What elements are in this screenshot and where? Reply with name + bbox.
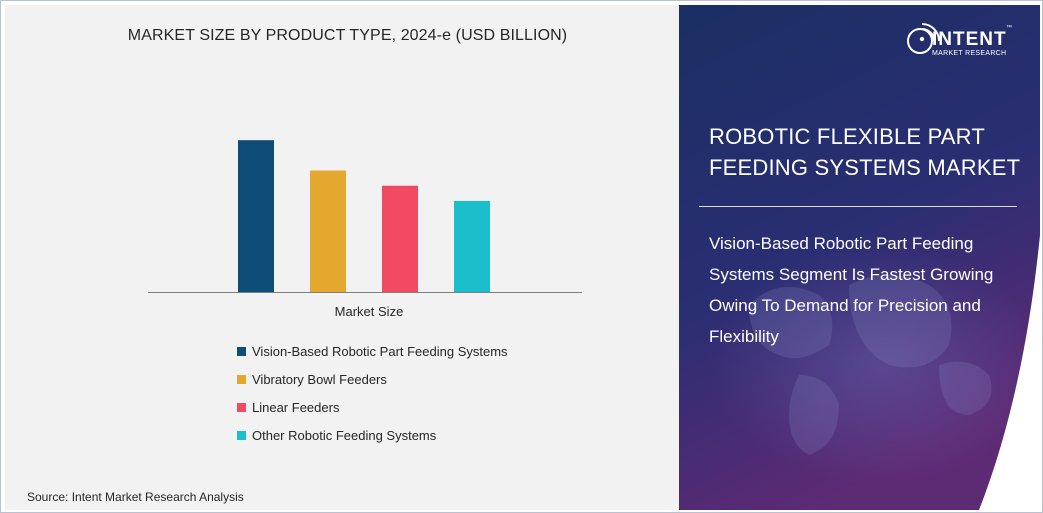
legend-item: Other Robotic Feeding Systems [237, 421, 637, 449]
key-insight: Vision-Based Robotic Part Feeding System… [709, 234, 994, 346]
wifi-signal-logo-icon [907, 23, 940, 54]
world-map-decoration [749, 275, 992, 455]
x-axis-category-label: Market Size [335, 304, 404, 319]
panel-background [679, 5, 1040, 510]
legend-item: Vibratory Bowl Feeders [237, 365, 637, 393]
logo-trademark: ™ [1006, 25, 1012, 31]
legend-label: Linear Feeders [252, 399, 340, 415]
report-panel: INTENT ™ MARKET RESEARCH ROBOTIC FLEXIBL… [679, 5, 1040, 510]
bar-vibratory-bowl-feeders [310, 170, 346, 292]
legend-label: Vibratory Bowl Feeders [252, 371, 387, 387]
company-logo: INTENT ™ MARKET RESEARCH [906, 19, 1016, 61]
legend-item: Vision-Based Robotic Part Feeding System… [237, 337, 637, 365]
source-note: Source: Intent Market Research Analysis [27, 490, 244, 504]
bar-other-robotic-feeding-systems [454, 200, 490, 292]
bar-vision-based-robotic-part-feeding-systems [238, 140, 274, 292]
legend-swatch [237, 430, 246, 440]
logo-tagline: MARKET RESEARCH [932, 50, 1007, 57]
legend-label: Vision-Based Robotic Part Feeding System… [252, 343, 508, 359]
bar-linear-feeders [382, 185, 418, 292]
legend-label: Other Robotic Feeding Systems [252, 427, 437, 443]
title-divider [699, 206, 1017, 207]
panel-curve-decoration [979, 235, 1040, 510]
chart-legend: Vision-Based Robotic Part Feeding System… [237, 337, 637, 449]
chart-title: MARKET SIZE BY PRODUCT TYPE, 2024-e (USD… [127, 27, 568, 44]
legend-swatch [237, 374, 246, 384]
logo-wordmark: INTENT [932, 29, 1007, 50]
report-title: ROBOTIC FLEXIBLE PART FEEDING SYSTEMS MA… [709, 124, 1021, 180]
legend-swatch [237, 346, 246, 356]
chart-panel: MARKET SIZE BY PRODUCT TYPE, 2024-e (USD… [5, 5, 679, 510]
legend-item: Linear Feeders [237, 393, 637, 421]
bar-chart: Market Size [148, 140, 582, 319]
legend-swatch [237, 402, 246, 412]
